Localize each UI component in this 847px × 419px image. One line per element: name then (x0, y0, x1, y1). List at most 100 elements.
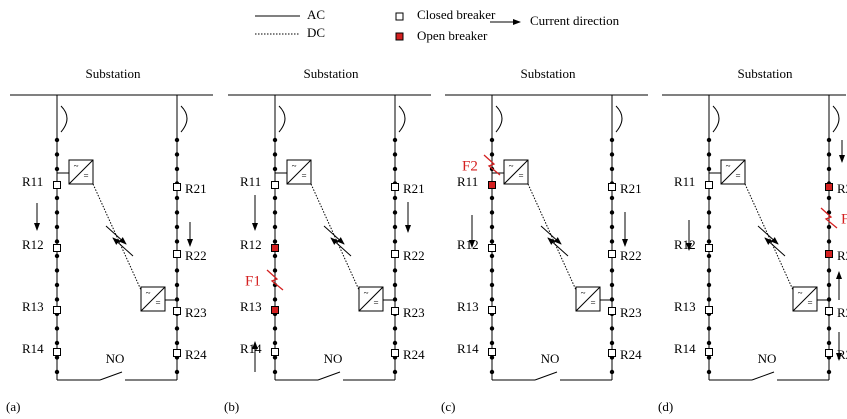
node (54, 326, 60, 331)
breaker-label: R12 (22, 237, 44, 252)
breaker (488, 181, 496, 189)
breaker (391, 250, 399, 258)
breaker-label: R14 (674, 341, 696, 356)
node (174, 137, 180, 143)
node (54, 297, 60, 302)
feeder-breaker (495, 105, 503, 133)
feeder-breaker (832, 105, 840, 133)
node (826, 195, 832, 201)
breaker-label: R22 (185, 248, 207, 263)
breaker (53, 306, 61, 314)
breaker (271, 348, 279, 356)
breaker-label: R13 (240, 299, 262, 314)
breaker (53, 348, 61, 356)
node (706, 326, 712, 331)
node (392, 152, 398, 157)
breaker (825, 183, 833, 191)
no-switch (534, 371, 558, 381)
node (174, 282, 180, 288)
node (706, 297, 712, 302)
breaker (825, 250, 833, 258)
breaker-label: R23 (837, 305, 847, 320)
breaker (705, 306, 713, 314)
legend: AC DC Closed breaker Open breaker Curren… (255, 7, 620, 43)
feeder-breaker (278, 105, 286, 133)
converter-diag (358, 286, 384, 312)
breaker (391, 349, 399, 357)
breaker (608, 250, 616, 258)
fault-label: F3 (841, 211, 847, 227)
converter-dc: = (590, 298, 595, 308)
node (272, 268, 278, 273)
node (272, 369, 278, 375)
converter-diag (140, 286, 166, 312)
node (706, 268, 712, 273)
node (54, 166, 60, 172)
node (54, 268, 60, 273)
node (272, 355, 278, 360)
breaker-label: R12 (240, 237, 262, 252)
node (489, 340, 495, 346)
breaker (271, 244, 279, 252)
node (609, 282, 615, 288)
node (54, 224, 60, 230)
node (826, 152, 832, 157)
breaker-label: R24 (185, 347, 207, 362)
node (54, 355, 60, 360)
breaker-label: R21 (620, 181, 642, 196)
node (392, 326, 398, 331)
converter-diag (792, 286, 818, 312)
breaker-label: R11 (240, 174, 261, 189)
node (392, 166, 398, 172)
substation-label: Substation (521, 66, 576, 81)
breaker (608, 307, 616, 315)
converter-diag (503, 159, 529, 185)
no-switch (751, 371, 775, 381)
node (826, 239, 832, 244)
node (489, 137, 495, 143)
breaker-label: R13 (457, 299, 479, 314)
node (609, 239, 615, 244)
breaker (391, 183, 399, 191)
arrow (105, 225, 127, 245)
arrow (547, 237, 569, 257)
breaker (173, 250, 181, 258)
breaker-label: R13 (22, 299, 44, 314)
node (54, 239, 60, 244)
no-label: NO (106, 351, 125, 366)
node (174, 340, 180, 346)
node (272, 340, 278, 346)
node (706, 355, 712, 360)
converter-ac: ~ (74, 161, 79, 171)
breaker-label: R24 (620, 347, 642, 362)
converter-diag (68, 159, 94, 185)
legend-dc: DC (307, 25, 325, 40)
breaker-label: R23 (620, 305, 642, 320)
converter-dc: = (83, 171, 88, 181)
feeder-breaker (398, 105, 406, 133)
breaker (705, 348, 713, 356)
node (609, 224, 615, 230)
panel-label: (b) (224, 399, 239, 414)
closed-icon (395, 12, 404, 21)
node (609, 340, 615, 346)
panel-label: (a) (6, 399, 20, 414)
node (706, 340, 712, 346)
node (174, 369, 180, 375)
breaker-label: R11 (674, 174, 695, 189)
converter-ac: ~ (509, 161, 514, 171)
legend-current: Current direction (530, 13, 620, 28)
node (609, 166, 615, 172)
arrow (323, 225, 345, 245)
converter-diag (286, 159, 312, 185)
breaker-label: R24 (403, 347, 425, 362)
fault-mark (820, 207, 838, 229)
breaker (488, 244, 496, 252)
node (706, 282, 712, 288)
node (706, 253, 712, 259)
node (272, 210, 278, 215)
breaker (173, 183, 181, 191)
node (174, 210, 180, 215)
breaker (608, 183, 616, 191)
